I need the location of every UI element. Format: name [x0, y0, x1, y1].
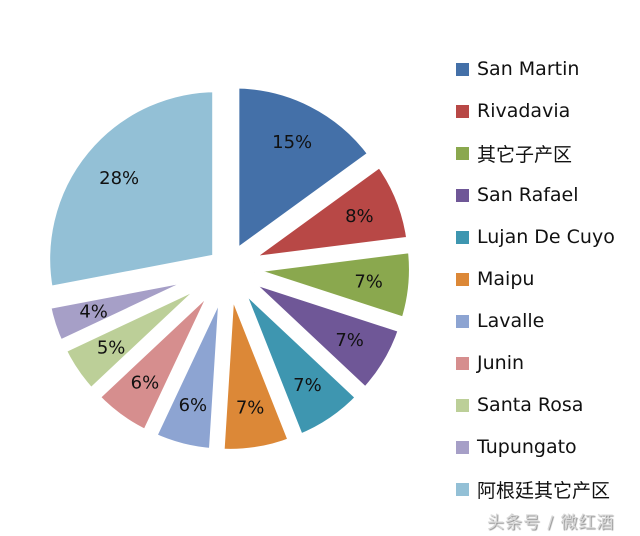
- legend-item: San Martin: [456, 48, 615, 90]
- legend-item: San Rafael: [456, 174, 615, 216]
- pie-slice: [229, 78, 379, 261]
- slice-percent-label: 28%: [99, 168, 139, 189]
- slice-percent-label: 4%: [79, 302, 108, 323]
- legend-label: 其它子产区: [477, 143, 573, 166]
- legend-item: Tupungato: [456, 426, 615, 468]
- watermark: 头条号 / 微红酒: [487, 513, 615, 533]
- legend: San Martin Rivadavia 其它子产区 San Rafael Lu…: [456, 48, 615, 510]
- pie-slices: [40, 78, 419, 459]
- legend-label: 阿根廷其它产区: [477, 479, 611, 502]
- pie-slice: [236, 156, 417, 268]
- slice-percent-label: 8%: [345, 206, 374, 227]
- slice-percent-label: 7%: [293, 375, 322, 396]
- slice-percent-label: 15%: [272, 132, 312, 153]
- legend-item: Lujan De Cuyo: [456, 216, 615, 258]
- legend-swatch: [456, 356, 469, 370]
- pie-slice: [235, 270, 409, 398]
- pie-slice: [236, 242, 419, 328]
- pie-slice: [230, 274, 367, 445]
- slice-percent-label: 7%: [335, 330, 364, 351]
- legend-label: Junin: [477, 352, 525, 374]
- legend-swatch: [456, 230, 469, 244]
- legend-label: Maipu: [477, 268, 535, 290]
- legend-label: Santa Rosa: [477, 394, 584, 416]
- legend-label: Tupungato: [477, 436, 577, 458]
- pie-slice: [146, 276, 230, 459]
- legend-item: Lavalle: [456, 300, 615, 342]
- slice-percent-label: 6%: [179, 395, 208, 416]
- legend-label: Lujan De Cuyo: [477, 226, 615, 248]
- pie-slice: [214, 276, 299, 459]
- legend-item: Junin: [456, 342, 615, 384]
- legend-swatch: [456, 440, 469, 454]
- legend-label: San Martin: [477, 58, 580, 80]
- legend-item: Santa Rosa: [456, 384, 615, 426]
- legend-swatch: [456, 314, 469, 328]
- legend-item: Maipu: [456, 258, 615, 300]
- legend-swatch: [456, 188, 469, 202]
- pie-slice: [40, 82, 223, 297]
- legend-swatch: [456, 146, 469, 160]
- legend-swatch: [456, 482, 469, 496]
- legend-swatch: [456, 104, 469, 118]
- legend-swatch: [456, 398, 469, 412]
- slice-percent-label: 5%: [97, 337, 126, 358]
- legend-item: 阿根廷其它产区: [456, 468, 615, 510]
- legend-item: 其它子产区: [456, 132, 615, 174]
- legend-item: Rivadavia: [456, 90, 615, 132]
- legend-label: Lavalle: [477, 310, 545, 332]
- slice-percent-label: 6%: [131, 372, 160, 393]
- legend-swatch: [456, 62, 469, 76]
- legend-swatch: [456, 272, 469, 286]
- pie-slice: [40, 267, 220, 351]
- pie-labels: 15%8%7%7%7%7%6%6%5%4%28%: [79, 132, 383, 418]
- legend-label: San Rafael: [477, 184, 579, 206]
- legend-label: Rivadavia: [477, 100, 571, 122]
- slice-percent-label: 7%: [236, 398, 265, 419]
- slice-percent-label: 7%: [354, 271, 383, 292]
